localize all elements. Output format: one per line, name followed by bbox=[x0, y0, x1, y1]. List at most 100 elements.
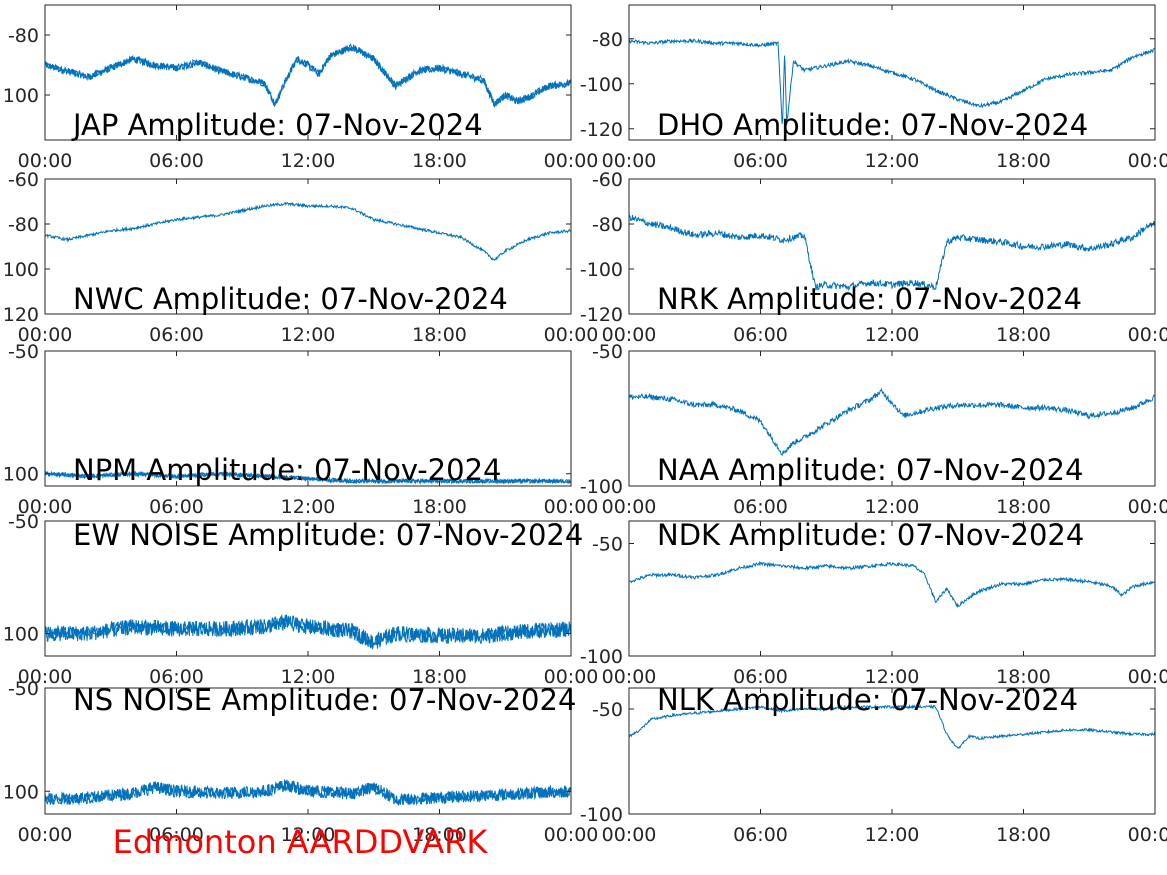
y-tick-label: -100 bbox=[580, 804, 623, 826]
x-tick-label: 00:00 bbox=[1128, 150, 1167, 172]
x-tick-label: 00:00 bbox=[18, 496, 73, 518]
x-tick-label: 00:00 bbox=[544, 666, 599, 688]
panel-title: NAA Amplitude: 07-Nov-2024 bbox=[657, 453, 1083, 487]
series-line bbox=[45, 201, 571, 261]
panel-title: NPM Amplitude: 07-Nov-2024 bbox=[73, 453, 501, 487]
series-line bbox=[629, 37, 1155, 125]
series-line bbox=[45, 779, 571, 806]
y-tick-label: -100 bbox=[580, 259, 623, 281]
chart-panel: 00:00 06:00 12:00 18:00 00:00 -80 100 JAP Ampli… bbox=[3, 4, 598, 172]
chart-panel: 00:00 06:00 12:00 18:00 00:00 -50 -100 NDK Ampl… bbox=[580, 518, 1167, 688]
x-tick-label: 00:00 bbox=[602, 824, 657, 846]
y-tick-label: -60 bbox=[592, 169, 623, 191]
x-tick-label: 00:00 bbox=[544, 824, 599, 846]
series-line-dense bbox=[45, 43, 571, 108]
y-tick-label: 100 bbox=[3, 464, 39, 486]
series-line-group bbox=[629, 214, 1155, 292]
x-tick-label: 06:00 bbox=[149, 666, 204, 688]
chart-panel: 00:00 06:00 12:00 18:00 00:00 -50 100 EW NOISE … bbox=[3, 511, 599, 688]
x-tick-label: 00:00 bbox=[544, 496, 599, 518]
y-tick-label: -60 bbox=[8, 169, 39, 191]
x-tick-label: 06:00 bbox=[149, 496, 204, 518]
x-tick-label: 12:00 bbox=[865, 324, 920, 346]
chart-panel: 00:00 06:00 12:00 18:00 00:00 -80 -100 -120 DHO … bbox=[580, 4, 1167, 172]
series-line-group bbox=[45, 201, 571, 261]
x-tick-label: 00:00 bbox=[1128, 496, 1167, 518]
x-tick-label: 00:00 bbox=[18, 150, 73, 172]
x-tick-label: 18:00 bbox=[996, 324, 1051, 346]
x-tick-label: 12:00 bbox=[281, 324, 336, 346]
x-tick-label: 00:00 bbox=[18, 324, 73, 346]
x-tick-label: 00:00 bbox=[602, 324, 657, 346]
panel-title: NLK Amplitude: 07-Nov-2024 bbox=[657, 683, 1078, 717]
y-tick-label: -80 bbox=[592, 29, 623, 51]
y-tick-label: -120 bbox=[580, 119, 623, 141]
chart-panel: 00:00 06:00 12:00 18:00 00:00 -50 100 NS NOISE … bbox=[3, 678, 599, 846]
x-tick-label: 06:00 bbox=[149, 824, 204, 846]
series-line-group bbox=[45, 779, 571, 807]
chart-panel: 00:00 06:00 12:00 18:00 00:00 -50 -100 NLK Ampl… bbox=[580, 683, 1167, 846]
x-tick-label: 18:00 bbox=[412, 150, 467, 172]
x-tick-label: 12:00 bbox=[865, 496, 920, 518]
y-tick-label: -50 bbox=[8, 341, 39, 363]
y-tick-label: 120 bbox=[3, 304, 39, 326]
x-tick-label: 12:00 bbox=[865, 666, 920, 688]
series-line bbox=[629, 387, 1155, 457]
x-tick-label: 00:00 bbox=[602, 666, 657, 688]
x-tick-label: 18:00 bbox=[412, 824, 467, 846]
panel-title: JAP Amplitude: 07-Nov-2024 bbox=[71, 108, 483, 142]
series-line-dense bbox=[45, 779, 571, 807]
y-tick-label: -50 bbox=[592, 699, 623, 721]
y-tick-label: -80 bbox=[8, 25, 39, 47]
series-line-group bbox=[45, 613, 571, 650]
x-tick-label: 18:00 bbox=[412, 666, 467, 688]
x-tick-label: 06:00 bbox=[149, 150, 204, 172]
x-tick-label: 12:00 bbox=[281, 824, 336, 846]
x-tick-label: 18:00 bbox=[412, 496, 467, 518]
x-tick-label: 06:00 bbox=[733, 824, 788, 846]
x-tick-label: 12:00 bbox=[281, 150, 336, 172]
y-tick-label: -50 bbox=[8, 678, 39, 700]
panel-title: NRK Amplitude: 07-Nov-2024 bbox=[657, 282, 1082, 316]
x-tick-label: 00:00 bbox=[602, 496, 657, 518]
chart-panel: 00:00 06:00 12:00 18:00 00:00 -50 100 NPM Ampli… bbox=[3, 341, 599, 518]
y-tick-label: 100 bbox=[3, 624, 39, 646]
series-line-group bbox=[629, 560, 1155, 608]
x-tick-label: 06:00 bbox=[733, 324, 788, 346]
y-tick-label: -100 bbox=[580, 476, 623, 498]
series-line-dense bbox=[45, 470, 571, 485]
x-tick-label: 00:00 bbox=[1128, 824, 1167, 846]
y-tick-label: -100 bbox=[580, 646, 623, 668]
y-tick-label: -50 bbox=[592, 341, 623, 363]
x-tick-label: 12:00 bbox=[281, 496, 336, 518]
chart-grid: 00:00 06:00 12:00 18:00 00:00 -80 100 JAP Ampli… bbox=[3, 4, 1167, 846]
x-tick-label: 00:00 bbox=[602, 150, 657, 172]
series-line bbox=[629, 703, 1155, 749]
station-footer-label: Edmonton AARDDVARK bbox=[113, 823, 489, 861]
x-tick-label: 06:00 bbox=[733, 666, 788, 688]
panel-title: NWC Amplitude: 07-Nov-2024 bbox=[73, 282, 508, 316]
panel-title: EW NOISE Amplitude: 07-Nov-2024 bbox=[73, 518, 583, 552]
series-line-group bbox=[629, 703, 1155, 749]
x-tick-label: 00:00 bbox=[18, 666, 73, 688]
x-tick-label: 18:00 bbox=[996, 666, 1051, 688]
series-line-dense bbox=[45, 614, 571, 649]
y-tick-label: -50 bbox=[592, 534, 623, 556]
y-tick-label: -120 bbox=[580, 304, 623, 326]
series-line bbox=[629, 560, 1155, 608]
y-tick-label: 100 bbox=[3, 259, 39, 281]
x-tick-label: 06:00 bbox=[733, 496, 788, 518]
x-tick-label: 00:00 bbox=[1128, 666, 1167, 688]
x-tick-label: 18:00 bbox=[996, 824, 1051, 846]
chart-panel: 00:00 06:00 12:00 18:00 00:00 -60 -80 -100 -120 N… bbox=[580, 169, 1167, 346]
series-line-group bbox=[45, 470, 571, 485]
series-line bbox=[629, 214, 1155, 292]
x-tick-label: 18:00 bbox=[996, 496, 1051, 518]
x-tick-label: 18:00 bbox=[996, 150, 1051, 172]
chart-panel: 00:00 06:00 12:00 18:00 00:00 -50 -100 NAA Ampl… bbox=[580, 341, 1167, 518]
series-line bbox=[45, 613, 571, 650]
panel-title: DHO Amplitude: 07-Nov-2024 bbox=[657, 108, 1088, 142]
x-tick-label: 12:00 bbox=[865, 150, 920, 172]
x-tick-label: 00:00 bbox=[1128, 324, 1167, 346]
